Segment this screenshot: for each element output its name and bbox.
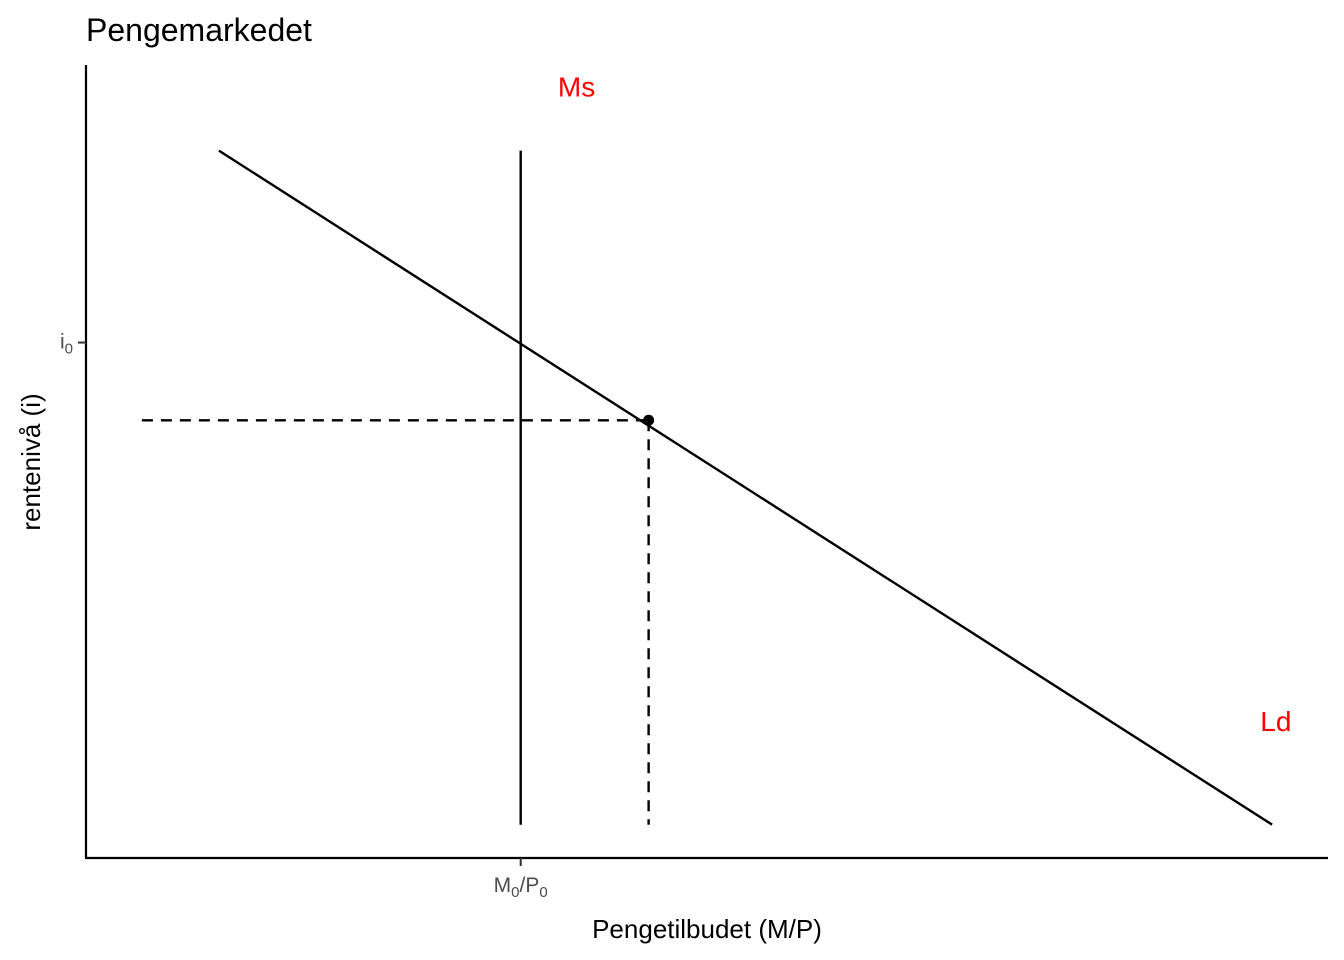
equilibrium-point	[643, 414, 655, 426]
axis-ticks: M0/P0 i0	[60, 331, 548, 901]
x-axis-title: Pengetilbudet (M/P)	[592, 914, 822, 944]
plot-area: Ms Ld	[141, 72, 1291, 826]
series-line-ld	[218, 149, 1273, 826]
x-tick-label: M0/P0	[494, 874, 548, 901]
curve-label-ld: Ld	[1260, 706, 1291, 737]
y-tick-label: i0	[60, 331, 73, 358]
y-axis-title: rentenivå (i)	[16, 393, 46, 530]
chart-title: Pengemarkedet	[86, 12, 312, 48]
curve-label-ms: Ms	[558, 72, 595, 103]
